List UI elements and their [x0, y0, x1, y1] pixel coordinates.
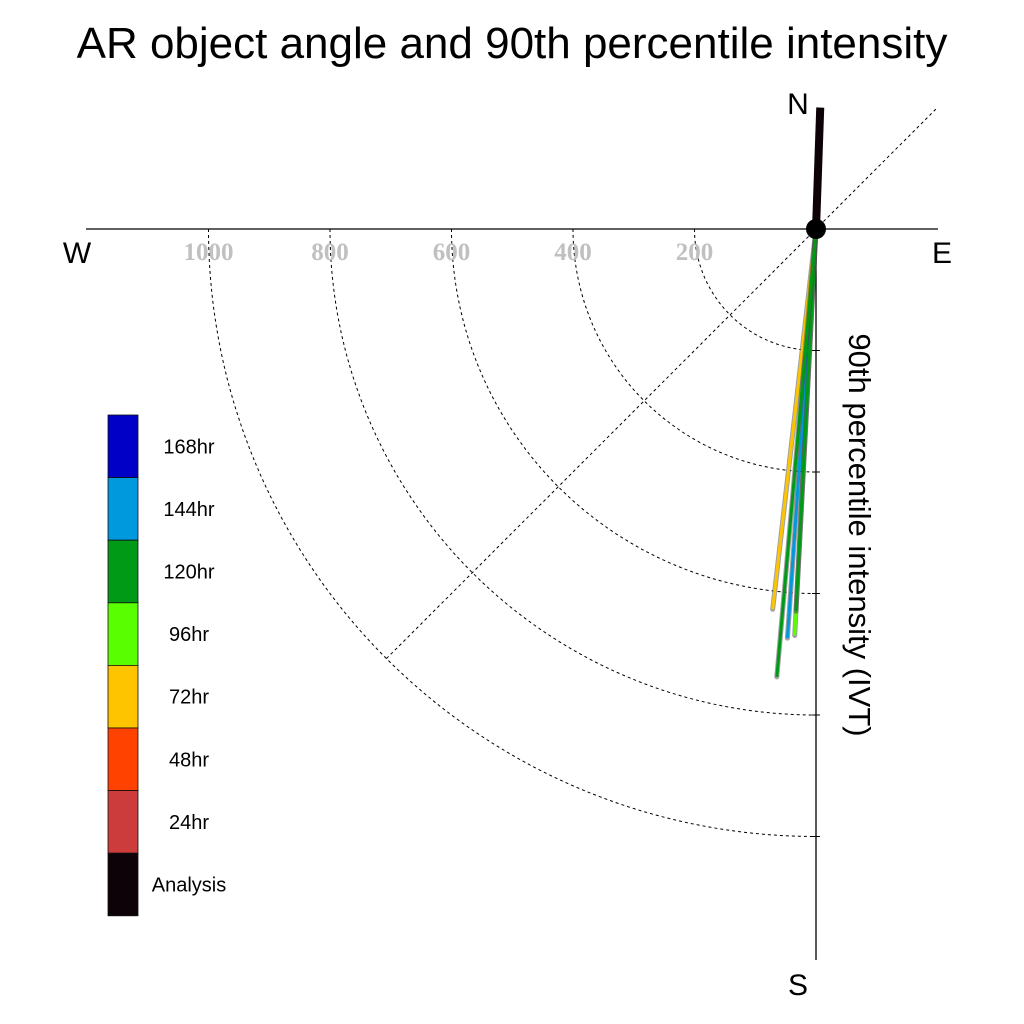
- legend-label-2: 120hr: [163, 562, 214, 584]
- legend-swatch-4: [107, 665, 139, 729]
- ring-label-1000: 1000: [184, 239, 234, 266]
- ring-label-800: 800: [311, 239, 349, 266]
- compass-north-label: N: [787, 88, 809, 121]
- legend-label-0: 168hr: [163, 436, 214, 458]
- origin-marker: [806, 219, 826, 239]
- ring-600: [451, 228, 817, 594]
- compass-west-label: W: [63, 237, 92, 270]
- series-line-5: [775, 228, 818, 677]
- ring-400: [572, 228, 817, 473]
- legend-label-7: Analysis: [152, 875, 226, 897]
- polar-grid: [208, 106, 939, 837]
- ring-label-600: 600: [433, 239, 471, 266]
- compass-east-label: E: [932, 237, 952, 270]
- ring-label-400: 400: [554, 239, 592, 266]
- ring-800: [329, 228, 817, 716]
- legend-label-6: 24hr: [169, 812, 209, 834]
- radial-tick-labels: 200 400 600 800 1000: [184, 239, 714, 266]
- series-line-0: [812, 107, 825, 230]
- ring-200: [694, 228, 817, 351]
- radial-axis-title: 90th percentile intensity (IVT): [842, 333, 877, 736]
- chart-title: AR object angle and 90th percentile inte…: [77, 19, 948, 68]
- diagonal-guide: [386, 106, 939, 659]
- legend-label-3: 96hr: [169, 624, 209, 646]
- ring-label-200: 200: [676, 239, 714, 266]
- legend-label-1: 144hr: [163, 499, 214, 521]
- legend: 168hr 144hr 120hr 96hr 72hr 48hr 24hr Analysis: [107, 414, 226, 917]
- legend-label-5: 48hr: [169, 749, 209, 771]
- ring-1000: [208, 228, 817, 837]
- legend-swatch-0: [107, 414, 139, 478]
- legend-swatch-6: [107, 790, 139, 854]
- legend-swatch-2: [107, 539, 139, 604]
- series-lines: [770, 107, 825, 680]
- legend-swatch-5: [107, 727, 139, 791]
- legend-label-4: 72hr: [169, 687, 209, 709]
- legend-swatch-3: [107, 602, 139, 666]
- compass-south-label: S: [788, 969, 808, 1002]
- legend-swatch-1: [107, 477, 139, 541]
- legend-swatch-7: [107, 852, 139, 917]
